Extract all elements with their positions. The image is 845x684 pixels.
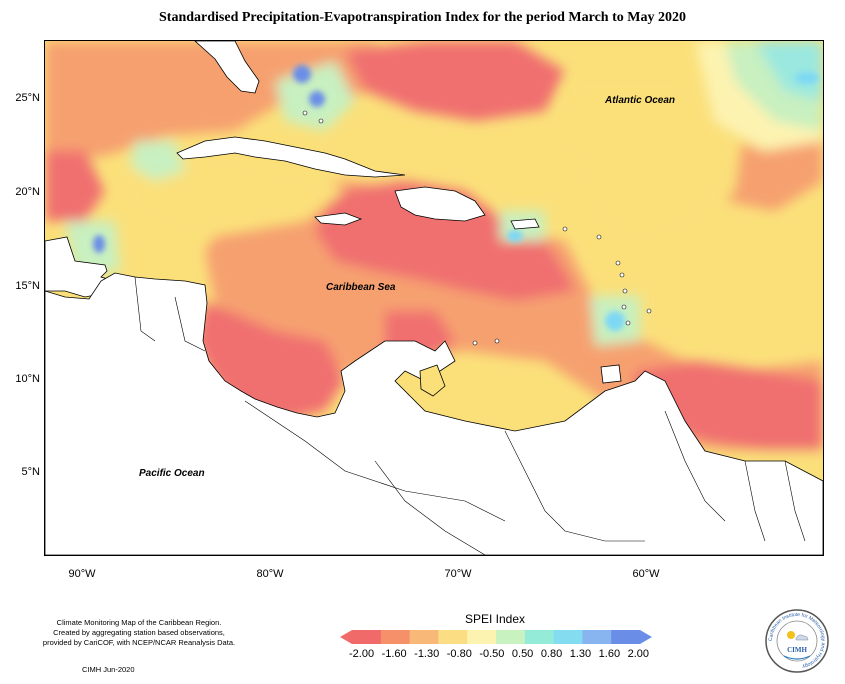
legend-label: -0.80 [446,648,472,660]
legend-label: 1.60 [598,648,621,660]
wet-spot-virgin-islands [507,230,523,242]
wet-atlantic [755,41,823,101]
slight-wet-gulf [130,141,185,181]
label-pacific-ocean: Pacific Ocean [139,468,205,479]
wet-spot-barbados [605,311,625,331]
island-4 [621,304,627,310]
border-inner-colombia [374,460,486,555]
map-title: Standardised Precipitation-Evapotranspir… [159,10,686,25]
credits-line-3: provided by CariCOF, with NCEP/NCAR Rean… [42,638,236,647]
island-barbados [646,308,652,314]
legend-label: -2.00 [349,648,375,660]
credits-line-2: Created by aggregating station based obs… [53,628,225,637]
cloud-icon [795,634,809,641]
border-venezuela-brazil [504,430,645,542]
border-guatemala [134,276,156,342]
wave-icon [783,655,811,660]
land-jamaica [314,212,363,226]
legend-swatch [611,630,641,644]
border-honduras [174,296,206,352]
legend-swatch [582,630,612,644]
spei-map[interactable] [44,40,824,556]
legend-swatch [524,630,555,644]
legend-label: -0.50 [479,648,505,660]
cimh-logo: Caribbean Institute for Meteorology and … [765,609,829,673]
border-suriname [744,460,766,542]
wet-spot-belize [93,235,105,253]
y-tick-25n: 25°N [15,92,40,104]
island-bahamas-2 [318,118,324,124]
land-central-america [45,272,823,555]
legend-label: -1.30 [414,648,440,660]
wet-spot-bahamas-south [309,91,325,107]
country-borders [134,276,806,555]
x-tick-60w: 60°W [632,568,660,580]
legend-label: -1.60 [381,648,407,660]
wet-spot-bahamas-north [293,65,311,83]
legend-swatch [380,630,411,644]
island-7 [562,226,568,232]
border-colombia-venezuela [244,400,506,522]
y-tick-10n: 10°N [15,373,40,385]
slight-dry-atlantic [565,81,745,251]
logo-name: CIMH [787,646,807,654]
island-6 [596,234,602,240]
x-tick-70w: 70°W [444,568,472,580]
island-2 [619,272,625,278]
island-bahamas-1 [302,110,308,116]
legend-swatch [553,630,583,644]
island-3 [622,288,628,294]
very-dry-guiana [635,361,823,461]
credits-stamp: CIMH Jun-2020 [82,665,135,674]
land-puerto-rico [510,218,540,230]
land-trinidad [600,364,622,384]
legend-colorbar [340,630,652,644]
island-aruba [472,340,478,346]
very-dry-caribbean [315,181,575,301]
legend-swatch [409,630,439,644]
legend-label: 2.00 [627,648,649,660]
border-french-guiana [784,460,806,542]
credits: Climate Monitoring Map of the Caribbean … [24,618,254,648]
legend-title: SPEI Index [464,612,526,626]
label-atlantic-ocean: Atlantic Ocean [605,95,676,106]
land-florida [194,41,260,94]
legend-cells [352,630,641,644]
legend-arrow-right [640,630,652,644]
legend-swatch [467,630,497,644]
border-guyana [664,410,726,522]
legend-label: 1.30 [569,648,592,660]
legend-labels: -2.00 -1.60 -1.30 -0.80 -0.50 0.50 0.80 1.30 1.6… [349,648,649,660]
very-dry-gulf [45,151,105,221]
very-dry-bahamas [345,41,565,121]
y-tick-20n: 20°N [15,186,40,198]
land-masses [45,41,823,555]
sun-icon [787,631,795,639]
y-tick-15n: 15°N [15,280,40,292]
small-islands [302,110,652,346]
legend-swatch [352,630,382,644]
credits-line-1: Climate Monitoring Map of the Caribbean … [56,618,222,627]
legend-swatch [438,630,468,644]
island-curacao [494,338,500,344]
legend-swatch [496,630,526,644]
label-caribbean-sea: Caribbean Sea [326,282,396,293]
spei-map-canvas [45,41,823,555]
legend-label: 0.80 [540,648,563,660]
y-tick-5n: 5°N [21,466,40,478]
legend-arrow-left [340,630,352,644]
island-5 [625,320,631,326]
land-venezuela-yellow [419,364,446,397]
x-tick-90w: 90°W [68,568,96,580]
island-1 [615,260,621,266]
land-hispaniola [394,186,486,222]
logo-inner-ring [776,620,818,662]
wet-spot-east-atlantic [795,72,819,84]
x-tick-80w: 80°W [256,568,284,580]
land-cuba [176,136,406,178]
legend-label: 0.50 [511,648,534,660]
